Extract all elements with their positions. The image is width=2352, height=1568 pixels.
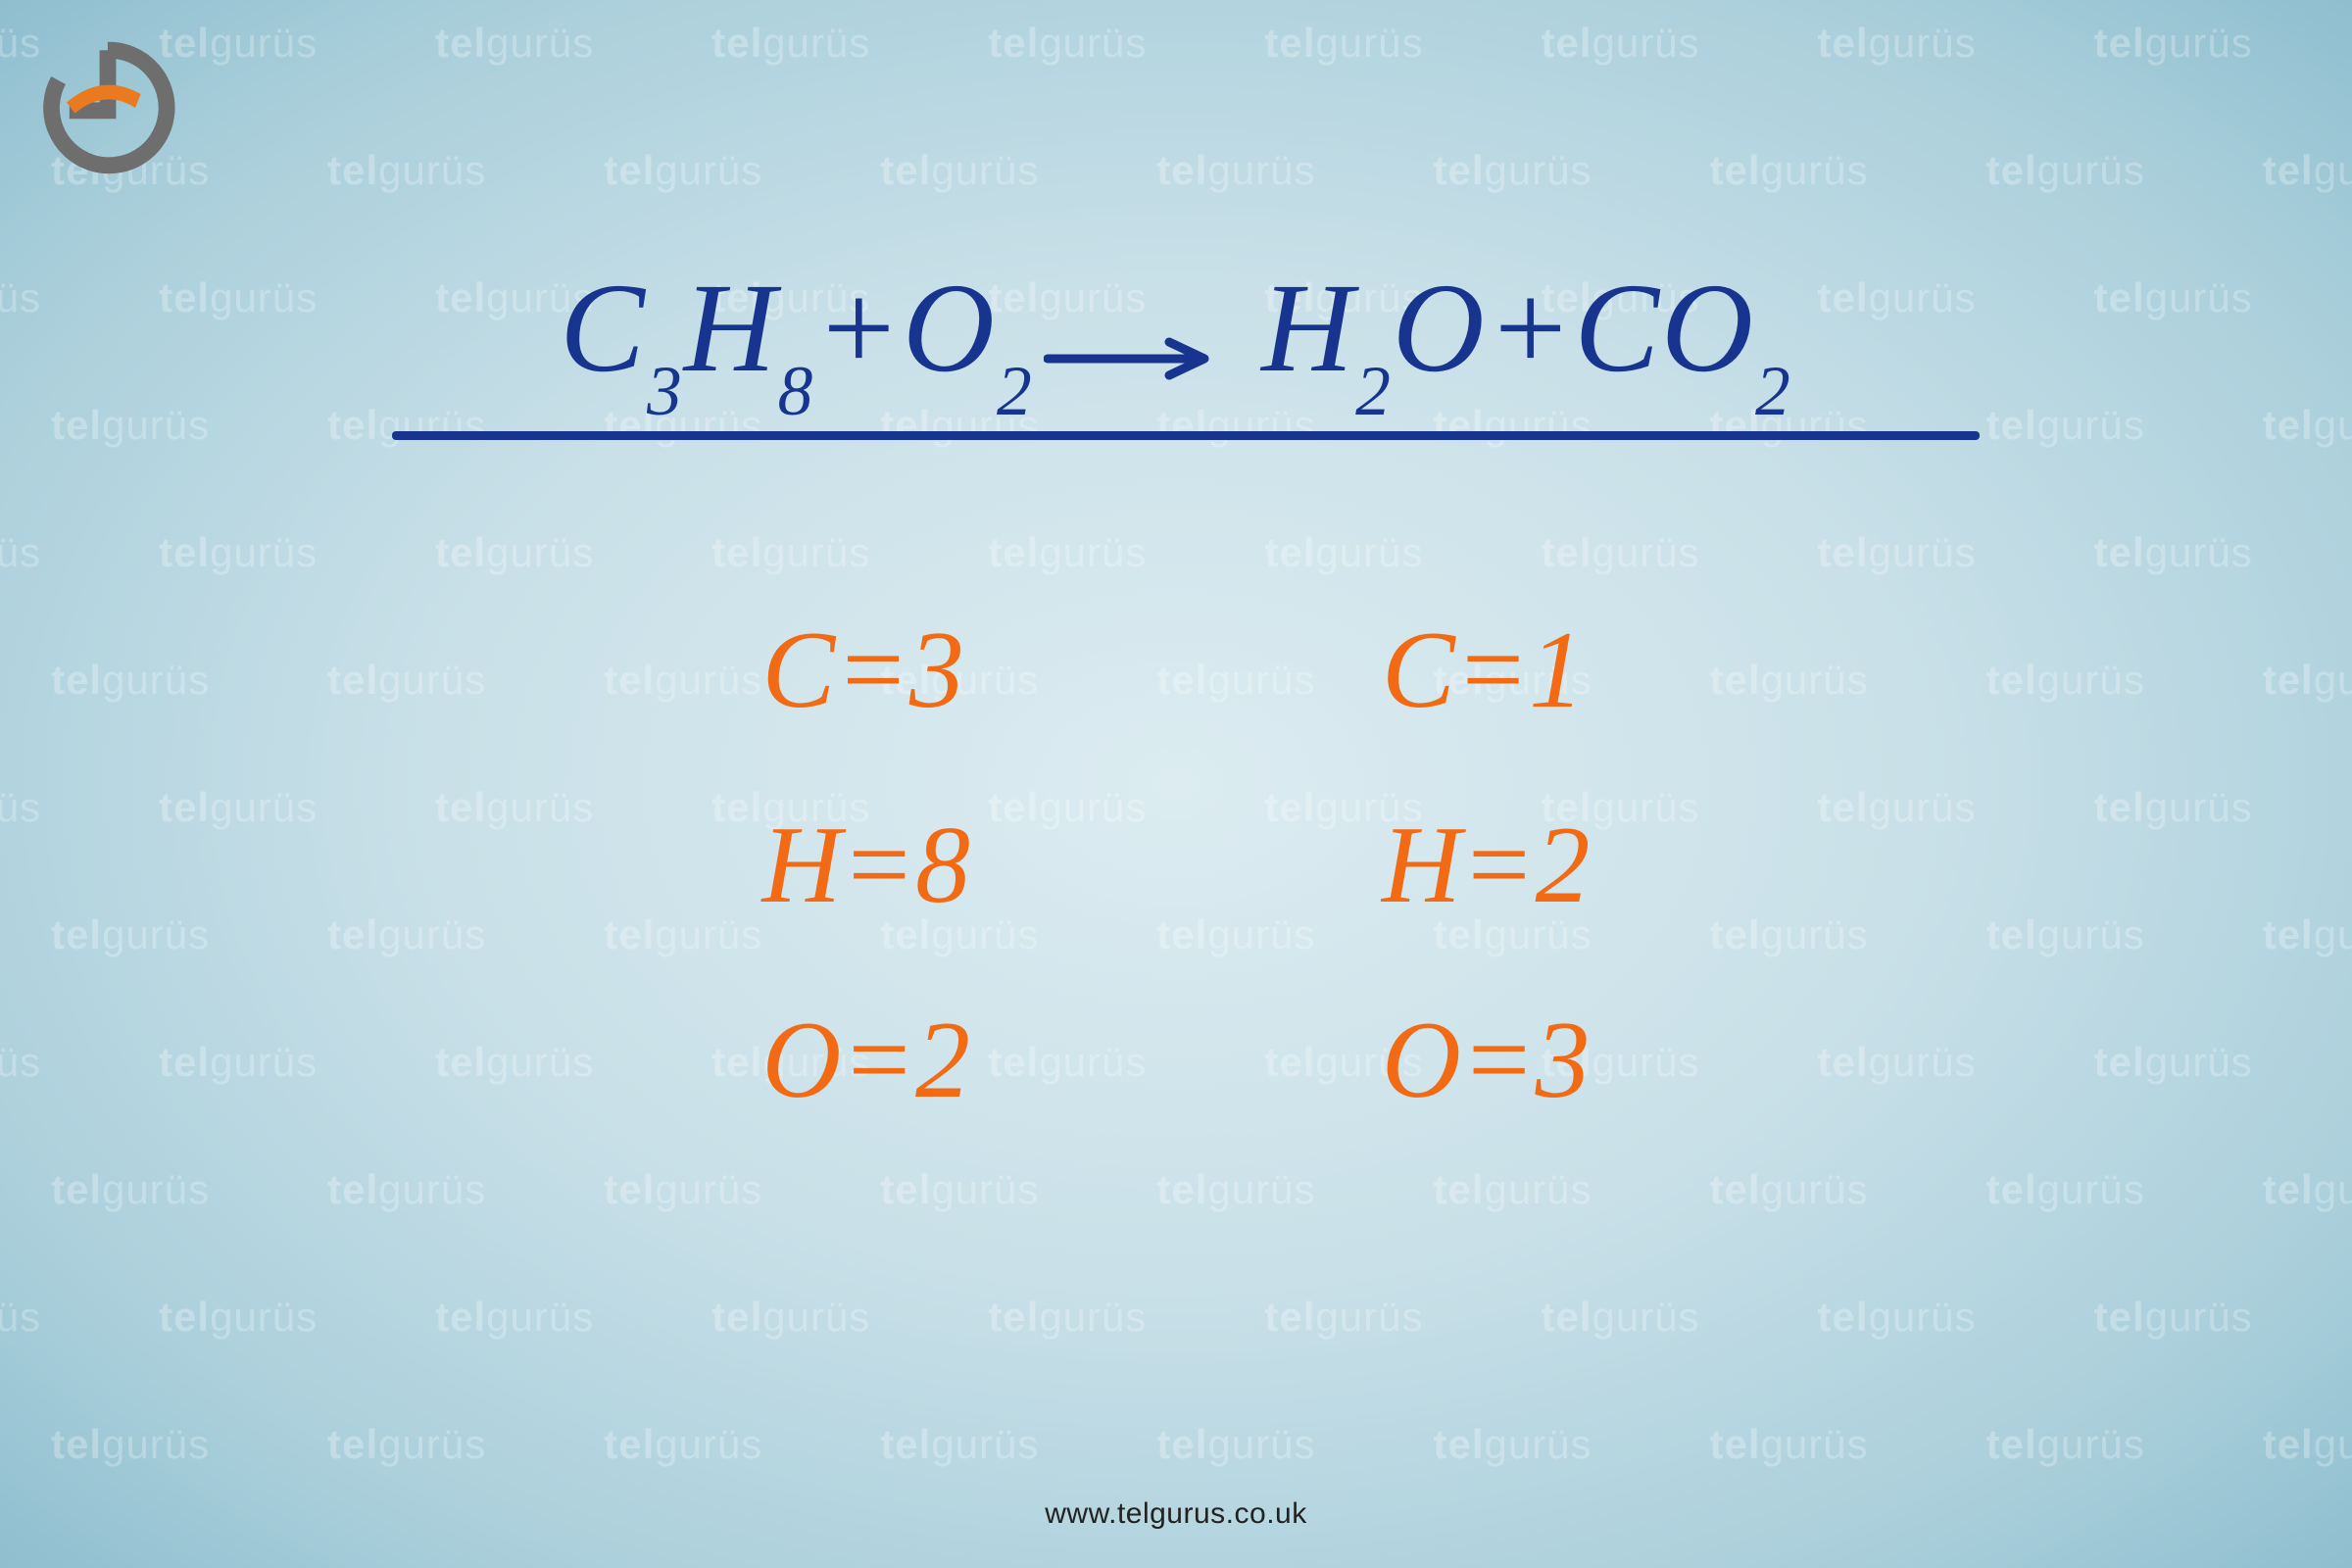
count-right-c: C=1	[1382, 608, 1590, 734]
brand-logo	[39, 39, 176, 176]
counts-left-column: C=3 H=8 O=2	[762, 608, 970, 1124]
footer-url: www.telgurus.co.uk	[0, 1497, 2352, 1531]
atom-counts: C=3 H=8 O=2 C=1 H=2 O=3	[0, 608, 2352, 1124]
count-right-h: H=2	[1382, 803, 1590, 929]
equation-underline	[392, 431, 1980, 440]
count-left-o: O=2	[762, 998, 970, 1124]
equation-container: C3H8+O2 H2O+CO2	[0, 255, 2352, 415]
counts-right-column: C=1 H=2 O=3	[1382, 608, 1590, 1124]
count-right-o: O=3	[1382, 998, 1590, 1124]
count-left-c: C=3	[762, 608, 970, 734]
chemical-equation: C3H8+O2 H2O+CO2	[560, 255, 1792, 415]
count-left-h: H=8	[762, 803, 970, 929]
